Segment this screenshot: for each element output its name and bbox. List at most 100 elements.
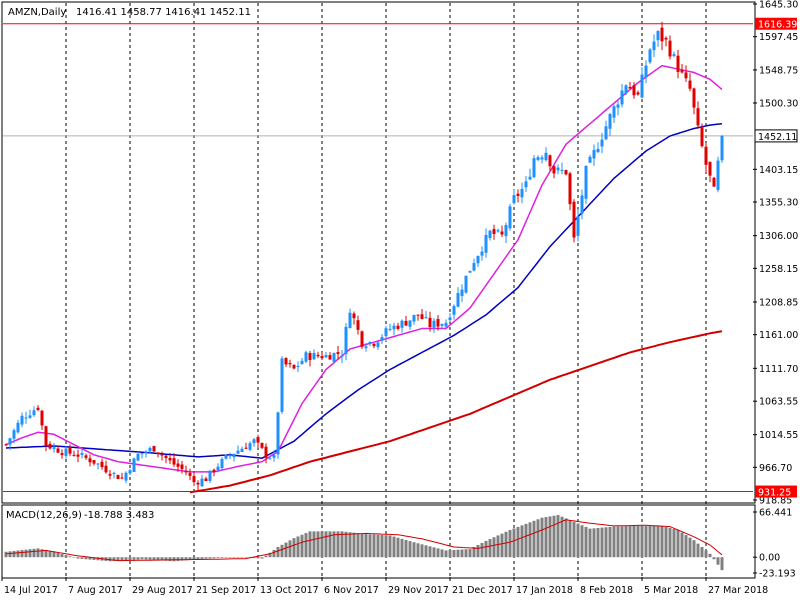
candle-body — [296, 366, 300, 368]
candle-body — [604, 126, 608, 140]
candle-body — [208, 470, 212, 481]
level-label: 1616.39 — [758, 20, 797, 31]
macd-bar — [520, 525, 524, 558]
macd-bar — [400, 538, 404, 558]
candle-body — [616, 104, 620, 108]
candle-body — [464, 275, 468, 293]
candle-body — [472, 263, 476, 271]
macd-bar — [192, 557, 196, 560]
macd-bar — [548, 516, 552, 558]
candle-body — [432, 320, 436, 328]
candle-body — [544, 152, 548, 161]
macd-bar — [148, 557, 152, 560]
macd-bar — [452, 549, 456, 558]
macd-bar — [444, 550, 448, 558]
macd-bar — [280, 544, 284, 558]
macd-bar — [76, 557, 80, 559]
candle-body — [100, 461, 104, 468]
ma-mid-line — [5, 122, 723, 459]
candle-body — [552, 166, 556, 174]
macd-bar — [64, 555, 68, 558]
price-tick-label: 1500.30 — [759, 99, 798, 110]
macd-bar — [52, 551, 56, 558]
candle-body — [528, 176, 532, 180]
macd-bar — [672, 528, 676, 558]
candle-body — [256, 437, 260, 443]
macd-bar — [636, 525, 640, 558]
time-tick-label: 29 Nov 2017 — [388, 585, 449, 596]
time-tick-label: 14 Jul 2017 — [4, 585, 58, 596]
macd-bar — [332, 531, 336, 558]
macd-bar — [324, 531, 328, 558]
candle-body — [484, 234, 488, 253]
candle-body — [160, 454, 164, 456]
candle-body — [176, 463, 180, 467]
candle-body — [260, 442, 264, 448]
macd-bar — [612, 526, 616, 558]
level-badge — [755, 17, 797, 30]
candle-body — [108, 473, 112, 476]
macd-bar — [12, 550, 16, 558]
macd-bar — [616, 526, 620, 558]
candle-body — [120, 477, 124, 479]
candle-body — [76, 454, 80, 457]
macd-bar — [472, 547, 476, 558]
price-tick-label: 1548.75 — [759, 65, 798, 76]
macd-bar — [200, 557, 204, 559]
macd-bar — [372, 534, 376, 558]
macd-bar — [36, 548, 40, 558]
macd-bar — [512, 528, 516, 558]
macd-bar — [580, 525, 584, 558]
macd-bar — [536, 519, 540, 558]
macd-bar — [116, 557, 120, 561]
candle-body — [508, 206, 512, 229]
macd-bar — [80, 557, 84, 559]
candle-body — [640, 74, 644, 98]
candle-body — [708, 161, 712, 176]
macd-bar — [228, 557, 232, 558]
candle-body — [192, 476, 196, 483]
macd-bar — [360, 533, 364, 558]
candle-body — [572, 201, 576, 238]
macd-bar — [264, 555, 268, 558]
candle-body — [356, 320, 360, 330]
candle-body — [300, 360, 304, 365]
macd-bar — [652, 525, 656, 558]
candle-body — [440, 324, 444, 326]
candle-body — [540, 157, 544, 160]
candle-body — [224, 455, 228, 459]
macd-bar — [460, 549, 464, 558]
candle-body — [684, 72, 688, 79]
macd-bar — [132, 557, 136, 560]
macd-bar — [268, 552, 272, 558]
macd-bar — [356, 533, 360, 558]
candle-body — [436, 318, 440, 327]
candle-body — [516, 193, 520, 196]
candle-body — [200, 478, 204, 487]
macd-bar — [384, 535, 388, 558]
macd-bar — [468, 549, 472, 558]
macd-bar — [492, 537, 496, 558]
candle-body — [196, 482, 200, 485]
candle-body — [644, 65, 648, 78]
macd-bar — [300, 534, 304, 558]
candle-body — [20, 415, 24, 425]
macd-bar — [352, 532, 356, 558]
macd-bar — [292, 538, 296, 558]
candle-body — [532, 158, 536, 178]
macd-bar — [508, 529, 512, 558]
candle-body — [44, 426, 48, 446]
candle-body — [476, 256, 480, 264]
candle-body — [272, 454, 276, 458]
candle-body — [400, 320, 404, 328]
macd-bar — [136, 557, 140, 560]
macd-bar — [260, 557, 264, 559]
horizontal-levels — [3, 23, 753, 493]
macd-bar — [668, 527, 672, 558]
macd-bar — [96, 557, 100, 561]
candle-body — [124, 472, 128, 481]
candle-body — [136, 453, 140, 461]
macd-bar — [664, 526, 668, 558]
candle-body — [292, 364, 296, 369]
